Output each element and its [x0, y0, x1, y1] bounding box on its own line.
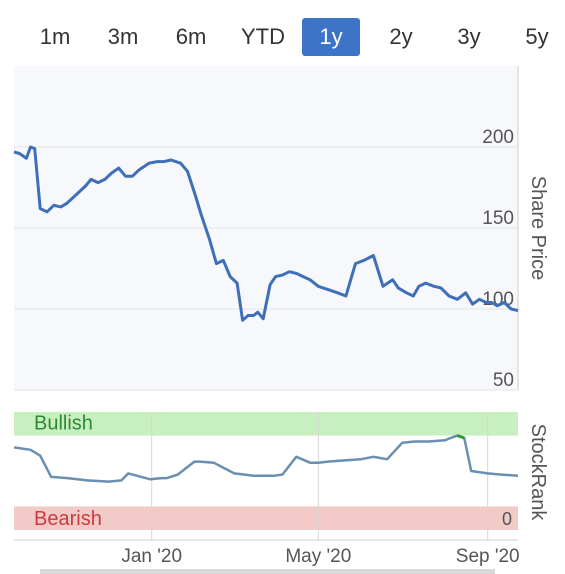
stockrank-axis-label: StockRank: [527, 424, 549, 522]
tab-ytd[interactable]: YTD: [241, 24, 285, 49]
timeline-scrollbar[interactable]: [40, 569, 495, 574]
x-axis: Jan '20 May '20 Sep '20: [14, 539, 520, 567]
bullish-label: Bullish: [34, 413, 93, 435]
price-tick-label: 50: [493, 370, 514, 391]
stockrank-zero-tick: 0: [502, 509, 512, 529]
tab-3m[interactable]: 3m: [107, 24, 139, 49]
price-tick-label: 150: [482, 208, 514, 229]
tab-3y[interactable]: 3y: [457, 24, 481, 49]
bearish-label: Bearish: [34, 508, 102, 530]
share-price-axis-label: Share Price: [527, 176, 549, 281]
x-tick-label: Sep '20: [456, 546, 520, 567]
stockrank-bullish-segment: [456, 434, 465, 440]
tab-1y[interactable]: 1y: [302, 18, 360, 56]
bearish-band: [14, 506, 518, 530]
share-price-series-line: [13, 145, 519, 322]
price-tick-label: 200: [482, 127, 514, 148]
tab-6m[interactable]: 6m: [175, 24, 207, 49]
tab-2y[interactable]: 2y: [389, 24, 413, 49]
tab-5y[interactable]: 5y: [525, 24, 549, 49]
rank-gridlines: [151, 412, 489, 540]
tab-1m[interactable]: 1m: [39, 24, 71, 49]
x-tick-label: May '20: [285, 546, 351, 567]
bullish-band: [14, 412, 518, 436]
x-tick-label: Jan '20: [121, 546, 182, 567]
period-tabs: 1m 3m 6m YTD 1y 2y 3y 5y: [0, 14, 565, 58]
stockrank-series-line: [13, 434, 519, 483]
